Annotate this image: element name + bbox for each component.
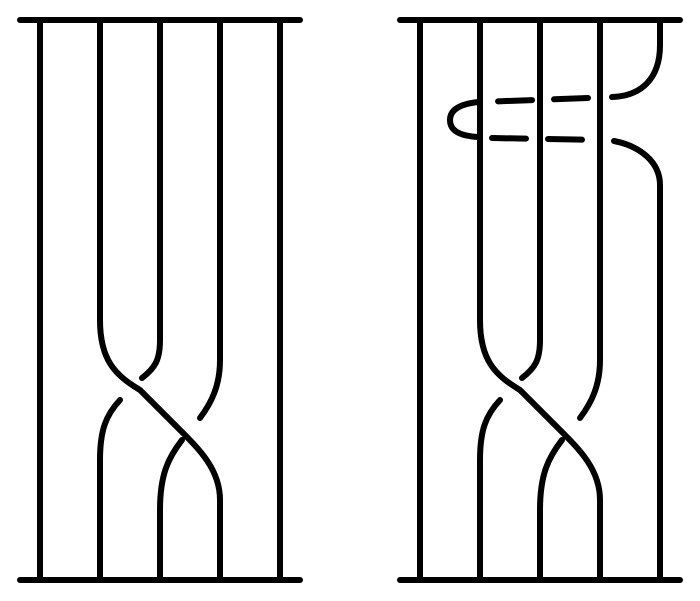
right-strand-5-loop-end xyxy=(447,99,481,140)
right-strand-5-top-hook xyxy=(609,17,663,100)
right-strand-4-upper xyxy=(577,17,603,421)
right-strand-2-over xyxy=(477,17,603,583)
right-braid-panel xyxy=(397,17,683,583)
left-strand-3-upper xyxy=(139,17,163,381)
right-strand-5-lower xyxy=(611,138,663,583)
right-strand-4-lower xyxy=(537,437,565,583)
left-strand-3-lower xyxy=(97,397,123,583)
left-strand-2-over xyxy=(97,17,223,583)
right-strand-5-dashed-loop-lower xyxy=(489,135,603,143)
left-braid-panel xyxy=(17,17,303,583)
right-strand-3-lower xyxy=(477,397,503,583)
left-strand-4-upper xyxy=(197,17,223,421)
right-strand-5-dashed-loop-upper xyxy=(477,95,591,105)
right-strand-3-upper xyxy=(519,17,543,381)
left-strand-4-lower xyxy=(157,437,185,583)
